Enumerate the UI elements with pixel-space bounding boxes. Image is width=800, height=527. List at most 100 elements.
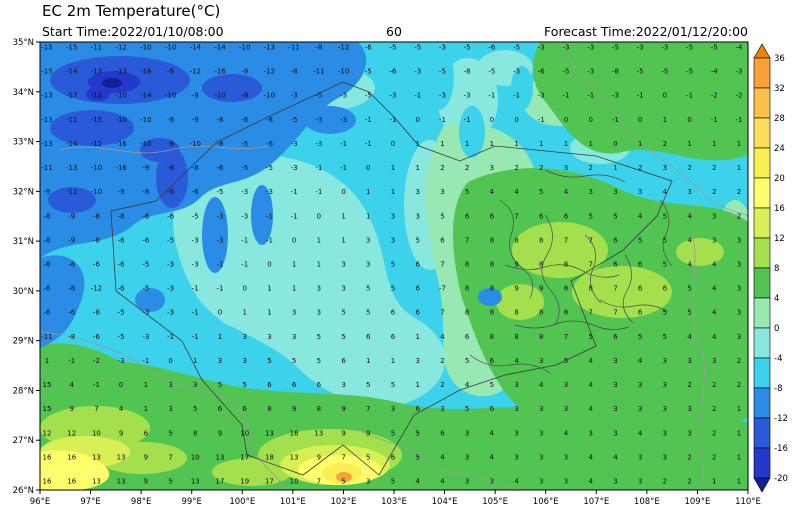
grid-value: 10	[191, 453, 200, 461]
colorbar-label: -12	[774, 414, 788, 424]
grid-value: -1	[464, 116, 471, 124]
grid-value: -5	[365, 68, 372, 76]
grid-value: -6	[538, 68, 546, 76]
grid-value: 5	[267, 357, 271, 365]
grid-value: 3	[292, 333, 296, 341]
grid-value: 8	[539, 261, 543, 269]
colorbar-label: 16	[774, 204, 785, 214]
grid-value: 1	[391, 188, 395, 196]
grid-value: 1	[45, 357, 49, 365]
grid-value: 5	[218, 381, 222, 389]
grid-value: -8	[612, 68, 619, 76]
grid-value: -6	[118, 236, 126, 244]
grid-value: 1	[391, 357, 395, 365]
grid-value: 6	[490, 357, 495, 365]
grid-value: 6	[366, 333, 371, 341]
grid-value: -6	[44, 309, 52, 317]
grid-value: -6	[118, 261, 126, 269]
grid-value: -5	[439, 68, 446, 76]
grid-value: 3	[613, 478, 617, 486]
grid-value: 2	[712, 453, 716, 461]
grid-value: 2	[663, 140, 667, 148]
grid-value: 1	[613, 164, 617, 172]
fill-region-cyan-streak	[422, 46, 454, 110]
x-tick-label: 102°E	[330, 497, 356, 507]
grid-value: 13	[314, 429, 323, 437]
grid-value: 4	[465, 381, 470, 389]
grid-value: 3	[539, 357, 543, 365]
grid-value: 4	[490, 429, 495, 437]
grid-value: -3	[340, 116, 347, 124]
grid-value: 3	[242, 357, 246, 365]
grid-value: -1	[192, 309, 199, 317]
grid-value: 3	[168, 405, 172, 413]
grid-value: -8	[192, 164, 199, 172]
grid-value: -10	[165, 44, 176, 52]
grid-value: 4	[514, 357, 519, 365]
grid-value: 8	[465, 309, 469, 317]
grid-value: -1	[340, 164, 347, 172]
grid-value: 4	[440, 333, 445, 341]
grid-value: -13	[41, 116, 52, 124]
grid-value: -3	[167, 309, 174, 317]
colorbar-segment	[754, 88, 770, 118]
grid-value: 9	[539, 285, 543, 293]
x-tick-label: 98°E	[131, 497, 151, 507]
grid-value: 16	[290, 429, 299, 437]
grid-value: 4	[539, 381, 544, 389]
grid-value: 3	[514, 405, 518, 413]
grid-value: -5	[686, 68, 693, 76]
y-tick-label: 35°N	[13, 38, 34, 48]
grid-value: -8	[44, 236, 51, 244]
grid-value: -11	[66, 188, 77, 196]
grid-value: 9	[119, 429, 123, 437]
grid-value: -5	[686, 44, 693, 52]
grid-value: 4	[588, 357, 593, 365]
grid-value: 13	[191, 478, 200, 486]
grid-value: 9	[317, 453, 321, 461]
grid-value: -5	[488, 68, 495, 76]
grid-value: -12	[115, 44, 126, 52]
grid-value: 5	[341, 309, 345, 317]
grid-value: 1	[415, 381, 419, 389]
grid-value: -4	[736, 44, 744, 52]
grid-value: 7	[613, 309, 617, 317]
grid-value: 4	[490, 453, 495, 461]
grid-value: -12	[91, 285, 102, 293]
grid-value: 4	[564, 429, 569, 437]
grid-value: -2	[736, 92, 743, 100]
y-tick-label: 34°N	[13, 88, 34, 98]
grid-value: 15	[43, 381, 52, 389]
grid-value: 3	[168, 381, 172, 389]
grid-value: -5	[414, 44, 421, 52]
grid-value: -10	[190, 140, 201, 148]
grid-value: 1	[465, 140, 469, 148]
grid-value: -6	[167, 212, 175, 220]
grid-value: 3	[366, 261, 370, 269]
grid-value: -1	[142, 357, 149, 365]
grid-value: 3	[638, 453, 642, 461]
grid-value: 6	[415, 285, 420, 293]
grid-value: 3	[638, 478, 642, 486]
grid-value: -9	[192, 92, 199, 100]
grid-value: 1	[415, 333, 419, 341]
grid-value: 4	[588, 405, 593, 413]
grid-value: 5	[588, 212, 592, 220]
grid-value: -1	[711, 116, 718, 124]
grid-value: 6	[317, 381, 322, 389]
grid-value: -10	[338, 68, 349, 76]
grid-value: -1	[291, 212, 298, 220]
grid-value: -13	[91, 92, 102, 100]
grid-value: -8	[217, 116, 224, 124]
grid-value: -1	[686, 92, 693, 100]
grid-value: 5	[465, 405, 469, 413]
grid-value: 0	[415, 116, 419, 124]
grid-value: 4	[712, 309, 717, 317]
x-tick-label: 106°E	[533, 497, 559, 507]
grid-value: -3	[439, 92, 446, 100]
grid-value: 6	[218, 405, 223, 413]
map-plot: -15-15-11-12-10-10-14-14-10-13-11-8-12-6…	[0, 0, 800, 527]
grid-value: 5	[391, 261, 395, 269]
grid-value: 3	[317, 285, 321, 293]
grid-value: 6	[539, 212, 544, 220]
